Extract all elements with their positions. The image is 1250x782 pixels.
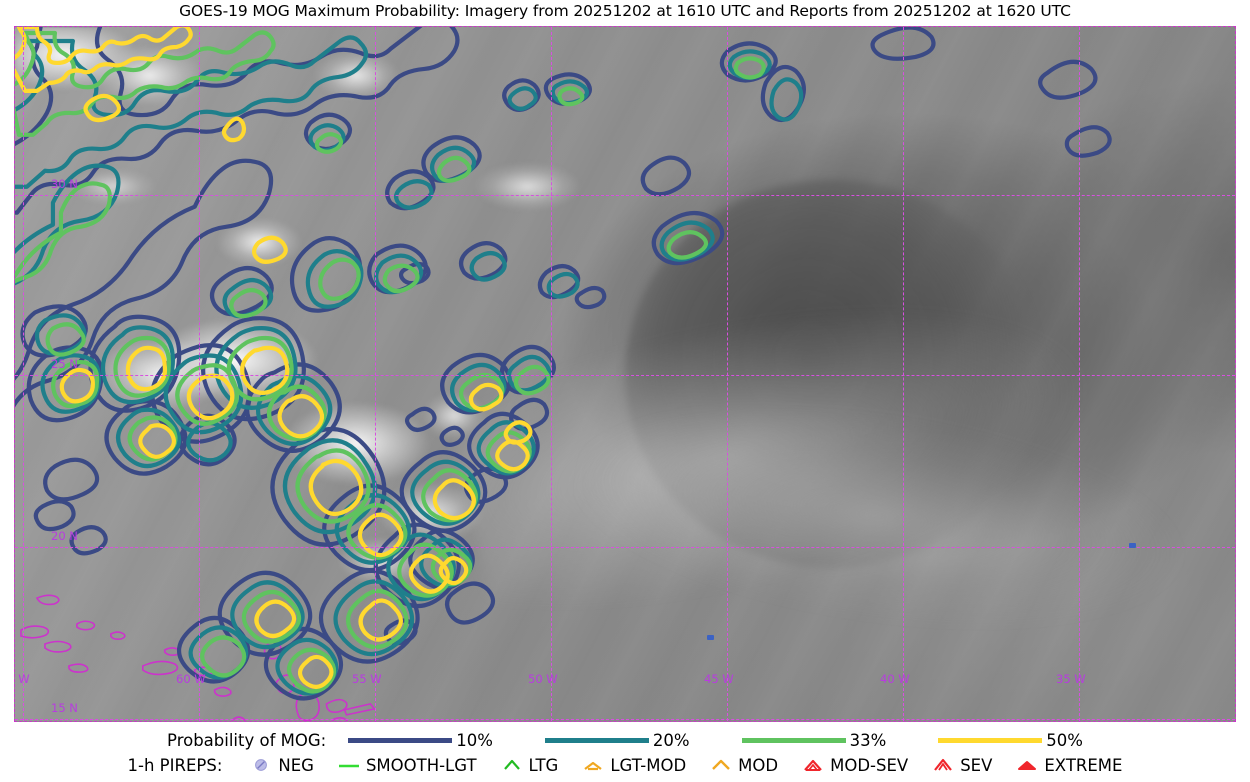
legend-item-prob-10[interactable]: 10% bbox=[348, 731, 493, 750]
legend-label-prob-20: 20% bbox=[652, 730, 690, 750]
prob-20-swatch-icon bbox=[544, 737, 649, 743]
mod-sev-chevron-bar-icon bbox=[800, 756, 826, 774]
legend-label-pirep-smooth-lgt: SMOOTH-LGT bbox=[365, 755, 477, 775]
legend-label-pirep-ltg: LTG bbox=[528, 755, 559, 775]
prob-33-swatch-icon bbox=[741, 737, 846, 743]
legend-item-prob-33[interactable]: 33% bbox=[741, 730, 887, 750]
sev-double-chevron-icon bbox=[930, 756, 956, 774]
prob-10-swatch-icon bbox=[348, 737, 453, 743]
pirep-marker[interactable] bbox=[707, 635, 714, 640]
legend-label-pirep-sev: SEV bbox=[960, 755, 993, 775]
legend-label-pirep-extreme: EXTREME bbox=[1044, 755, 1123, 775]
legend-pireps-title: 1-h PIREPS: bbox=[127, 755, 223, 775]
legend-item-pirep-lgt-mod[interactable]: LGT-MOD bbox=[580, 756, 686, 775]
legend: Probability of MOG: 10% 20% 33% 50% 1-h … bbox=[0, 726, 1250, 782]
legend-label-pirep-mod: MOD bbox=[738, 755, 779, 775]
extreme-filled-chevron-icon bbox=[1014, 756, 1040, 774]
legend-label-pirep-mod-sev: MOD-SEV bbox=[830, 755, 909, 775]
legend-label-prob-33: 33% bbox=[849, 730, 887, 750]
legend-label-pirep-neg: NEG bbox=[278, 755, 314, 775]
legend-item-prob-50[interactable]: 50% bbox=[938, 731, 1083, 750]
legend-probability-row: Probability of MOG: 10% 20% 33% 50% bbox=[0, 728, 1250, 752]
legend-label-prob-50: 50% bbox=[1046, 730, 1083, 750]
prob-50-swatch-icon bbox=[938, 737, 1043, 743]
legend-item-pirep-sev[interactable]: SEV bbox=[930, 756, 992, 775]
page-title: GOES-19 MOG Maximum Probability: Imagery… bbox=[179, 2, 1071, 20]
mod-chevron-icon bbox=[708, 756, 734, 774]
legend-item-pirep-ltg[interactable]: LTG bbox=[499, 755, 559, 775]
neg-circle-slash-icon bbox=[248, 756, 274, 774]
legend-pireps-row: 1-h PIREPS: NEG SMOOTH-LGT bbox=[0, 753, 1250, 777]
ltg-chevron-icon bbox=[499, 756, 525, 774]
legend-label-pirep-lgt-mod: LGT-MOD bbox=[610, 755, 687, 775]
satellite-imagery-layer bbox=[15, 27, 1235, 721]
legend-item-pirep-mod[interactable]: MOD bbox=[708, 756, 778, 775]
legend-item-pirep-mod-sev[interactable]: MOD-SEV bbox=[800, 756, 908, 775]
lgt-mod-chevron-bar-icon bbox=[580, 756, 606, 774]
legend-label-prob-10: 10% bbox=[456, 730, 493, 750]
smooth-lgt-line-icon bbox=[336, 756, 362, 774]
legend-probability-title: Probability of MOG: bbox=[167, 730, 327, 750]
ir-convective-cloud-tops bbox=[15, 27, 1235, 721]
legend-item-pirep-extreme[interactable]: EXTREME bbox=[1014, 756, 1122, 775]
legend-item-pirep-neg[interactable]: NEG bbox=[248, 756, 314, 775]
pirep-marker[interactable] bbox=[1129, 543, 1136, 548]
legend-item-prob-20[interactable]: 20% bbox=[544, 730, 690, 750]
legend-item-pirep-smooth-lgt[interactable]: SMOOTH-LGT bbox=[336, 756, 477, 775]
satellite-map-frame[interactable]: 30 N 25 N 20 N 15 N 65 W 60 W 55 W 50 W … bbox=[14, 26, 1236, 722]
